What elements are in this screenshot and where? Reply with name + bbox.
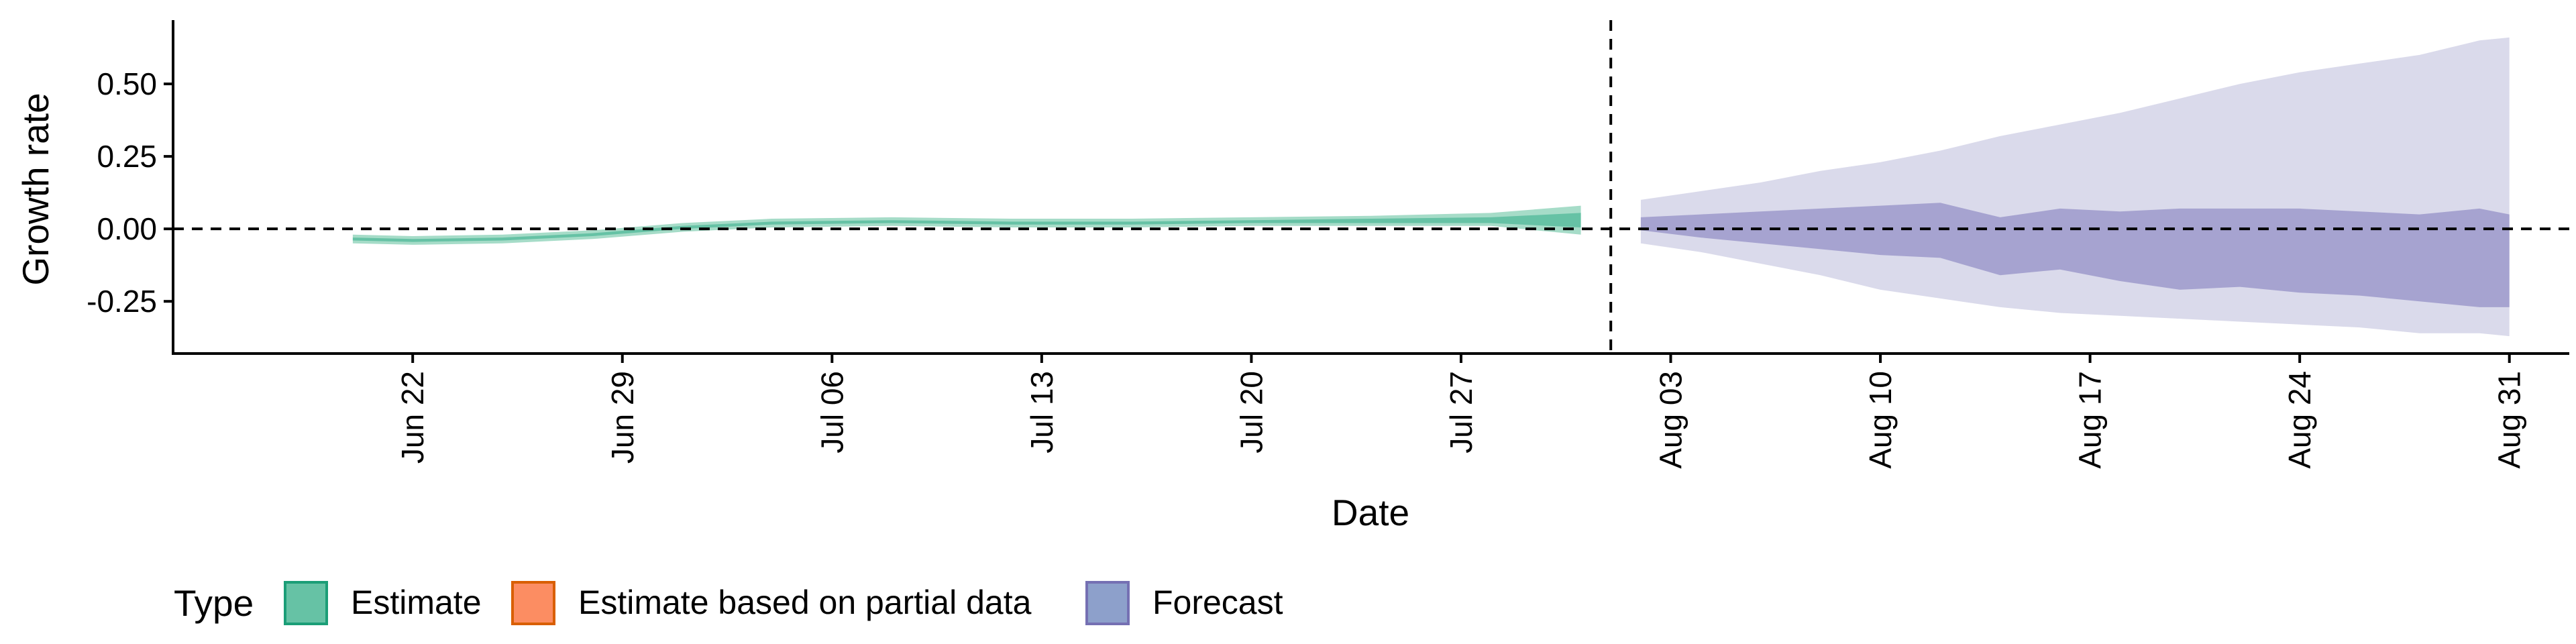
legend-key-estimate-based-on-partial-data bbox=[511, 581, 555, 625]
uncertainty-bands bbox=[352, 37, 2510, 337]
x-tick-label: Jul 27 bbox=[1444, 371, 1479, 453]
legend-key-estimate bbox=[284, 581, 328, 625]
reference-lines bbox=[173, 20, 2569, 354]
x-tick-label: Jun 22 bbox=[395, 371, 430, 464]
y-tick-label: 0.50 bbox=[97, 66, 157, 101]
x-tick-label: Aug 31 bbox=[2492, 371, 2527, 469]
y-tick-label: 0.25 bbox=[97, 139, 157, 174]
tick-labels: 0.50 0.25 0.00 -0.25 Jun 22 Jun 29 Jul 06 Jul 1… bbox=[87, 66, 2527, 469]
x-tick-label: Aug 10 bbox=[1863, 371, 1898, 469]
estimate-outer-band bbox=[352, 205, 1581, 245]
x-tick-label: Jun 29 bbox=[605, 371, 640, 464]
legend-key-forecast bbox=[1085, 581, 1130, 625]
legend-label: Forecast bbox=[1152, 584, 1283, 621]
y-tick-label: 0.00 bbox=[97, 211, 157, 246]
x-tick-label: Jul 20 bbox=[1234, 371, 1269, 453]
legend: Type Estimate Estimate based on partial d… bbox=[174, 581, 1283, 625]
legend-title: Type bbox=[174, 582, 254, 624]
x-axis-title: Date bbox=[1332, 492, 1409, 533]
x-tick-label: Aug 03 bbox=[1654, 371, 1688, 469]
x-tick-label: Jul 06 bbox=[814, 371, 849, 453]
estimate-inner-band bbox=[352, 213, 1581, 242]
y-tick-label: -0.25 bbox=[87, 284, 157, 319]
legend-label: Estimate bbox=[351, 584, 482, 621]
legend-label: Estimate based on partial data bbox=[578, 584, 1032, 621]
forecast-inner-band bbox=[1640, 203, 2510, 307]
x-tick-label: Jul 13 bbox=[1024, 371, 1059, 453]
x-tick-label: Aug 24 bbox=[2282, 371, 2317, 469]
y-axis-title: Growth rate bbox=[15, 93, 56, 285]
x-tick-label: Aug 17 bbox=[2073, 371, 2108, 469]
axes bbox=[164, 20, 2569, 363]
